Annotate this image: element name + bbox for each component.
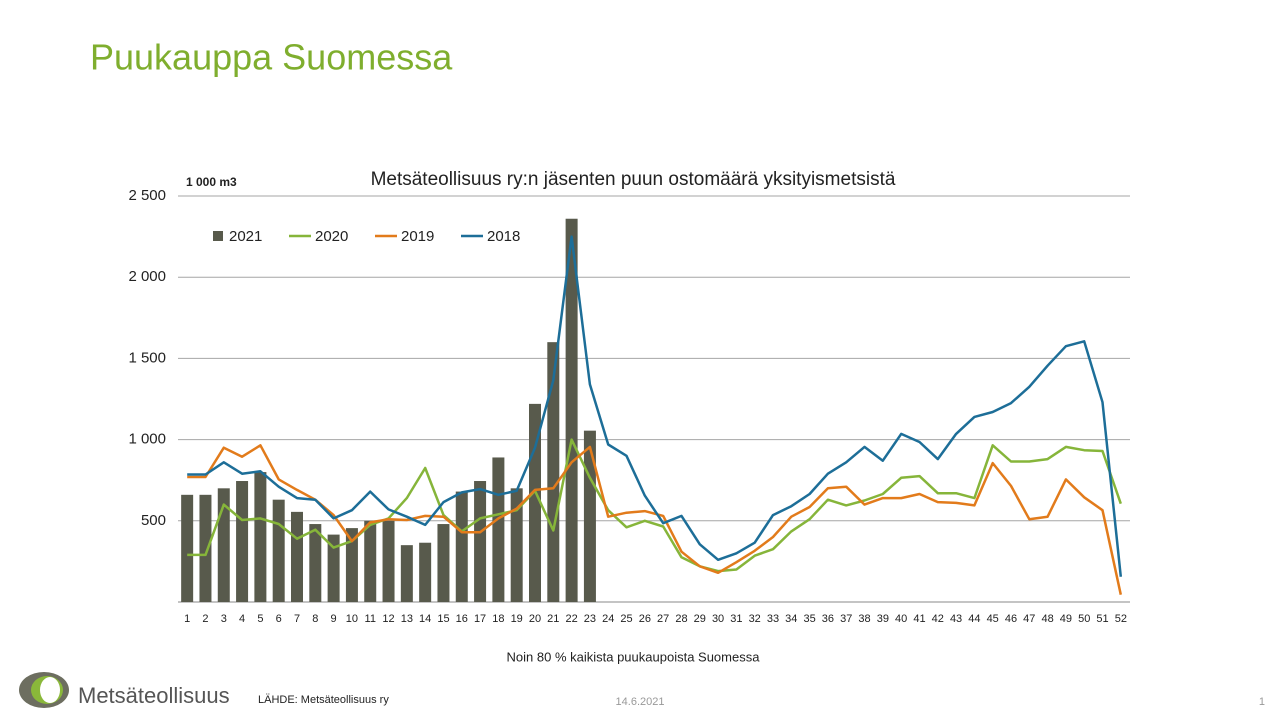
x-tick-label: 8 <box>312 613 318 625</box>
bar <box>437 524 450 602</box>
bar <box>309 524 322 602</box>
x-tick-label: 22 <box>565 613 577 625</box>
x-tick-label: 50 <box>1078 613 1090 625</box>
x-tick-label: 13 <box>401 613 413 625</box>
x-tick-label: 47 <box>1023 613 1035 625</box>
bar <box>272 499 285 602</box>
x-tick-label: 2 <box>202 613 208 625</box>
bar <box>327 534 340 602</box>
x-tick-label: 38 <box>858 613 870 625</box>
x-tick-label: 4 <box>239 613 245 625</box>
bar <box>291 511 303 602</box>
x-tick-label: 15 <box>437 613 449 625</box>
x-tick-label: 36 <box>822 613 834 625</box>
x-tick-label: 48 <box>1041 613 1053 625</box>
x-tick-label: 11 <box>365 613 376 625</box>
page-number: 1 <box>1259 696 1265 708</box>
x-tick-label: 31 <box>730 613 742 625</box>
x-tick-label: 21 <box>547 613 559 625</box>
x-tick-label: 34 <box>785 613 797 625</box>
x-axis-label: Noin 80 % kaikista puukaupoista Suomessa <box>507 649 761 664</box>
legend-label: 2020 <box>315 228 348 245</box>
x-tick-label: 12 <box>382 613 394 625</box>
y-tick-label: 2 000 <box>128 268 166 285</box>
line <box>187 444 1123 595</box>
x-tick-label: 41 <box>913 613 925 625</box>
bar <box>565 218 578 602</box>
bar <box>492 457 505 602</box>
y-tick-label: 2 500 <box>128 187 166 204</box>
bar <box>419 542 432 602</box>
bar <box>364 520 377 602</box>
bar <box>199 494 212 602</box>
x-tick-label: 1 <box>184 613 190 625</box>
legend-label: 2018 <box>487 228 520 245</box>
x-tick-label: 6 <box>276 613 282 625</box>
x-tick-label: 23 <box>584 613 596 625</box>
x-tick-label: 26 <box>639 613 651 625</box>
chart-title: Metsäteollisuus ry:n jäsenten puun ostom… <box>371 169 896 190</box>
x-tick-label: 46 <box>1005 613 1017 625</box>
x-tick-label: 49 <box>1060 613 1072 625</box>
x-tick-label: 51 <box>1096 613 1108 625</box>
x-tick-label: 28 <box>675 613 687 625</box>
x-tick-label: 35 <box>803 613 815 625</box>
x-tick-label: 17 <box>474 613 486 625</box>
date: 14.6.2021 <box>616 696 665 708</box>
x-tick-label: 27 <box>657 613 669 625</box>
bar <box>547 342 560 602</box>
bar <box>583 430 596 602</box>
y-tick-label: 1 000 <box>128 431 166 448</box>
x-tick-label: 39 <box>877 613 889 625</box>
unit-label: 1 000 m3 <box>186 175 237 189</box>
x-tick-label: 33 <box>767 613 779 625</box>
legend-label: 2019 <box>401 228 434 245</box>
x-tick-label: 5 <box>257 613 263 625</box>
bar <box>382 520 395 602</box>
line <box>187 235 1123 577</box>
x-tick-label: 52 <box>1115 613 1127 625</box>
y-tick-label: 500 <box>141 512 166 529</box>
x-tick-label: 10 <box>346 613 358 625</box>
bar <box>510 488 523 602</box>
x-tick-label: 7 <box>294 613 300 625</box>
x-tick-label: 45 <box>987 613 999 625</box>
bar <box>217 488 230 602</box>
bar <box>455 491 468 602</box>
x-tick-label: 20 <box>529 613 541 625</box>
bar <box>345 528 358 602</box>
x-tick-label: 40 <box>895 613 907 625</box>
x-tick-label: 16 <box>456 613 468 625</box>
legend-label: 2021 <box>229 228 262 245</box>
x-tick-label: 25 <box>620 613 632 625</box>
x-tick-label: 37 <box>840 613 852 625</box>
x-tick-label: 42 <box>932 613 944 625</box>
x-tick-label: 24 <box>602 613 614 625</box>
x-tick-label: 14 <box>419 613 431 625</box>
legend-swatch <box>213 231 223 241</box>
bar <box>181 494 194 602</box>
line <box>187 438 1122 573</box>
slide-title: Puukauppa Suomessa <box>90 37 453 78</box>
x-tick-label: 9 <box>331 613 337 625</box>
x-tick-label: 3 <box>221 613 227 625</box>
x-tick-label: 43 <box>950 613 962 625</box>
x-tick-label: 32 <box>749 613 761 625</box>
x-tick-label: 30 <box>712 613 724 625</box>
bar <box>474 481 487 602</box>
logo-text: Metsäteollisuus <box>78 683 230 708</box>
x-tick-label: 29 <box>694 613 706 625</box>
bar <box>254 472 267 602</box>
x-tick-label: 18 <box>492 613 504 625</box>
source: LÄHDE: Metsäteollisuus ry <box>258 694 389 706</box>
bar <box>400 545 413 602</box>
x-tick-label: 19 <box>511 613 523 625</box>
x-tick-label: 44 <box>968 613 980 625</box>
y-tick-label: 1 500 <box>128 349 166 366</box>
logo-icon <box>19 672 69 708</box>
bar <box>236 481 249 602</box>
